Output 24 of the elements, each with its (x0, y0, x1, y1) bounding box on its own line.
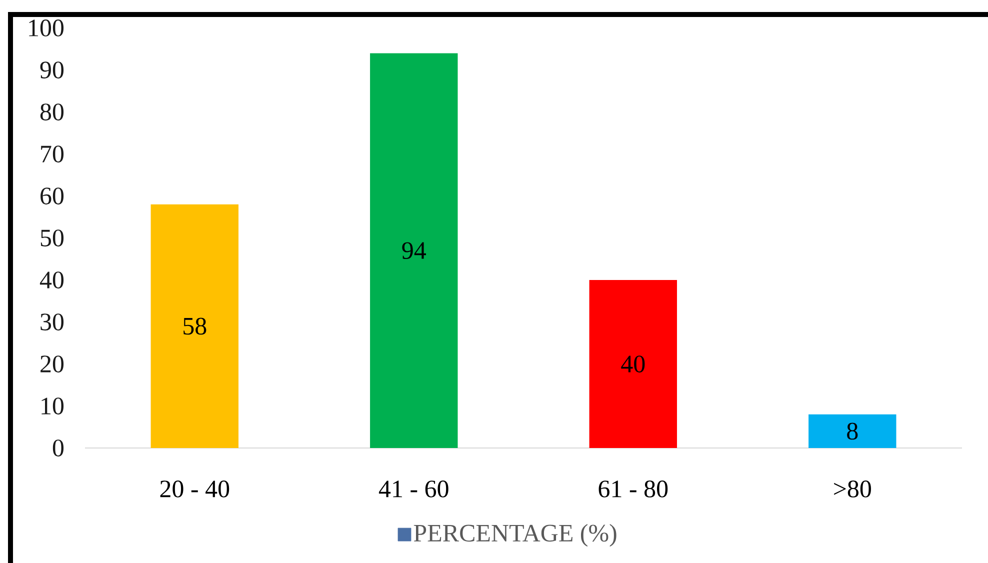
data-label: 8 (847, 422, 858, 440)
y-tick-label: 0 (52, 440, 64, 456)
y-tick-label: 10 (42, 398, 64, 414)
y-tick-label: 50 (40, 230, 64, 246)
x-tick-label: 20 - 40 (160, 480, 230, 498)
x-tick-label: 61 - 80 (598, 480, 668, 498)
y-tick-label: 100 (29, 20, 64, 36)
y-tick-label: 40 (40, 272, 64, 288)
data-label: 58 (184, 318, 206, 335)
y-tick-label: 70 (41, 146, 64, 162)
bar (370, 53, 458, 448)
text: PERCENTAGE (%) (414, 524, 616, 547)
bar (589, 280, 677, 448)
y-tick-label: 80 (40, 104, 64, 120)
data-label: 40 (621, 356, 645, 372)
y-tick-label: 30 (40, 314, 64, 330)
y-tick-label: 90 (40, 62, 64, 78)
x-tick-label: 41 - 60 (378, 480, 448, 498)
y-tick-label: 60 (40, 188, 64, 204)
y-tick-label: 20 (40, 356, 64, 372)
bar (808, 414, 896, 448)
x-tick-label: >80 (834, 480, 871, 498)
bar (150, 204, 238, 448)
data-label: 94 (402, 242, 426, 260)
